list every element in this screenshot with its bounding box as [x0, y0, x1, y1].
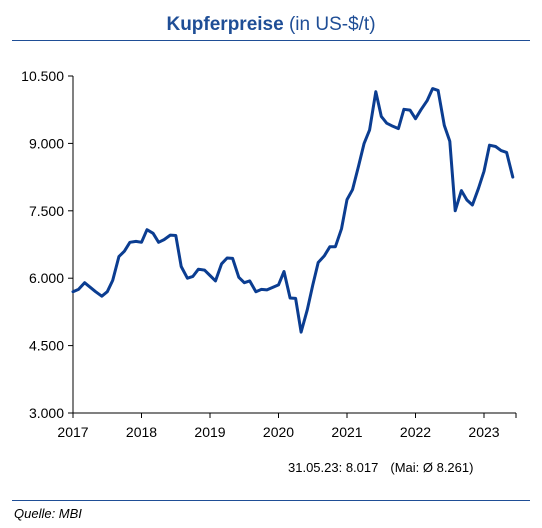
x-tick-label: 2021	[331, 424, 362, 440]
y-tick-label: 9.000	[29, 135, 64, 151]
last-value-note: 31.05.23: 8.017	[288, 460, 379, 475]
x-tick-label: 2023	[468, 424, 499, 440]
title-divider	[12, 40, 530, 41]
x-tick-label: 2022	[400, 424, 431, 440]
x-tick-label: 2017	[57, 424, 88, 440]
chart-title-bold: Kupferpreise	[166, 14, 284, 35]
y-tick-label: 3.000	[29, 405, 64, 421]
x-tick-label: 2019	[194, 424, 225, 440]
chart-title-rest: (in US-$/t)	[283, 14, 376, 35]
y-tick-label: 4.500	[29, 338, 64, 354]
price-note: 31.05.23: 8.017 (Mai: Ø 8.261)	[288, 460, 485, 475]
chart-title: Kupferpreise (in US-$/t)	[0, 14, 542, 36]
y-tick-label: 7.500	[29, 203, 64, 219]
footer-divider	[12, 500, 530, 501]
y-tick-label: 6.000	[29, 270, 64, 286]
x-tick-label: 2018	[126, 424, 157, 440]
source-note: Quelle: MBI	[14, 506, 82, 521]
chart-axes	[72, 76, 516, 414]
chart-ticks: 3.000 4.500 6.000 7.500 9.000 10.500 2017 2018 2…	[21, 68, 517, 440]
series-line-copper-price	[71, 87, 515, 334]
x-tick-label: 2020	[263, 424, 294, 440]
chart-plot-area	[71, 87, 515, 334]
y-tick-label: 10.500	[21, 68, 64, 84]
monthly-average-note: (Mai: Ø 8.261)	[390, 460, 474, 475]
